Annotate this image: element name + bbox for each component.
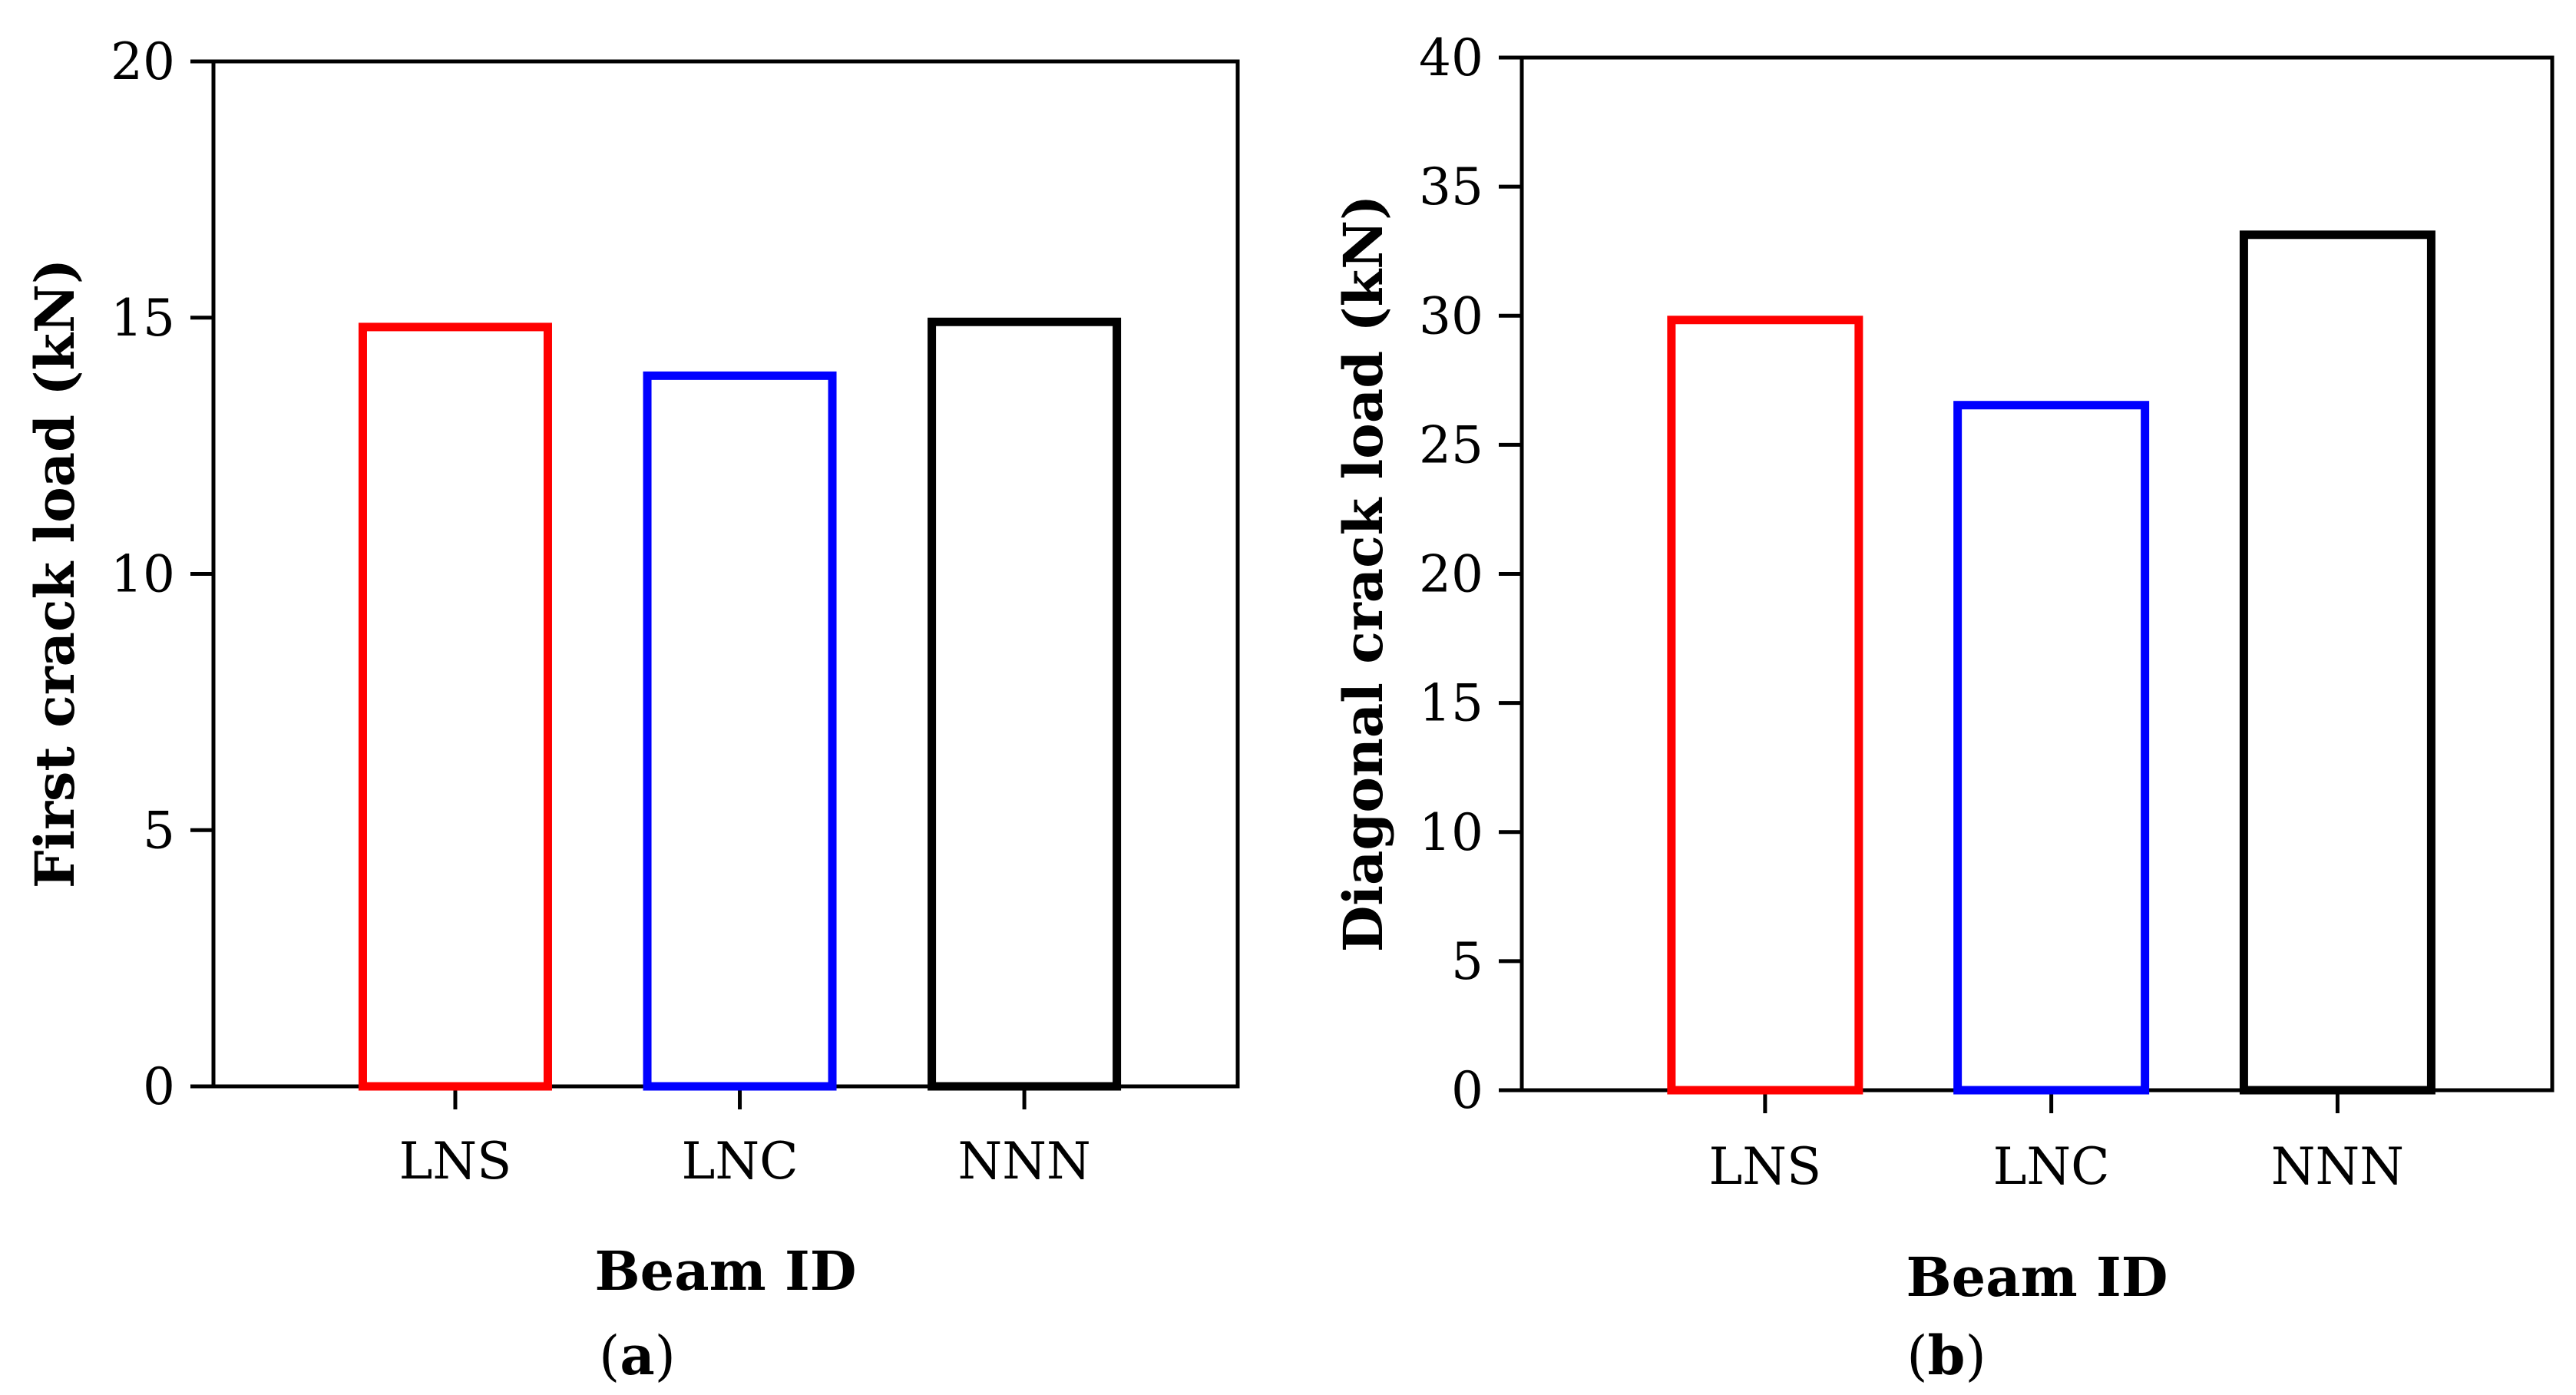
panel-a-y-tick-label-0: 0 — [143, 1057, 175, 1116]
panel-b-y-tick-label-2: 10 — [1419, 803, 1483, 862]
panel-b-panel-label: (b) — [1906, 1324, 1986, 1387]
panel-b-bar-lnc — [1953, 401, 2150, 1095]
panel-a-bar-lnc — [643, 371, 837, 1091]
panel-a-panel-label: (a) — [599, 1324, 676, 1387]
panel-a-y-tick-label-4: 20 — [111, 32, 175, 91]
panel-a-y-axis-title: First crack load (kN) — [23, 259, 87, 888]
panel-b-x-tick-label-lns: LNS — [1708, 1137, 1821, 1196]
panel-a-x-tick-label-lnc: LNC — [681, 1132, 798, 1191]
panel-b-y-axis: 0 5 10 15 20 25 30 35 40 — [1419, 28, 1522, 1120]
panel-a-plot-frame — [211, 59, 1240, 1089]
panel-b-chart: 0 5 10 15 20 25 30 35 40 LNS LNC NNN Diagonal crac… — [1331, 28, 2555, 1387]
panel-b-y-axis-title: Diagonal crack load (kN) — [1331, 195, 1395, 953]
panel-b-y-tick-label-1: 5 — [1451, 932, 1483, 991]
panel-a-bar-nnn — [928, 317, 1122, 1091]
panel-b-bar-lns — [1667, 316, 1863, 1095]
panel-a-x-tick-label-lns: LNS — [399, 1132, 512, 1191]
panel-b-y-tick-label-7: 35 — [1419, 157, 1483, 217]
panel-b-y-tick-label-5: 25 — [1419, 415, 1483, 474]
panel-a-y-tick-label-2: 10 — [111, 545, 175, 604]
panel-b-x-axis-title: Beam ID — [1906, 1245, 2168, 1309]
panel-a-bar-lns — [358, 322, 552, 1091]
panel-b-y-tick-label-3: 15 — [1419, 674, 1483, 733]
panel-a-panel-letter: a — [620, 1324, 654, 1387]
panel-a-x-axis-title: Beam ID — [595, 1239, 857, 1303]
panel-a-y-tick-label-1: 5 — [143, 801, 175, 860]
panel-a-y-tick-label-3: 15 — [111, 289, 175, 348]
panel-a-chart: 0 5 10 15 20 LNS LNC NNN First crack load (kN)… — [23, 32, 1240, 1387]
panel-a-x-tick-label-nnn: NNN — [957, 1132, 1090, 1191]
panel-b-x-tick-label-nnn: NNN — [2271, 1137, 2404, 1196]
panel-b-bar-nnn — [2239, 230, 2435, 1095]
panel-b-y-tick-label-4: 20 — [1419, 545, 1483, 604]
panel-b-panel-letter: b — [1928, 1324, 1966, 1387]
panel-b-y-tick-label-8: 40 — [1419, 28, 1483, 88]
panel-b-y-tick-label-6: 30 — [1419, 286, 1483, 345]
panel-a-bars — [358, 317, 1122, 1091]
panel-a-x-axis: LNS LNC NNN — [399, 1086, 1091, 1191]
panel-a-y-axis: 0 5 10 15 20 — [111, 32, 213, 1116]
panel-b-x-axis: LNS LNC NNN — [1708, 1090, 2404, 1196]
panel-b-bars — [1667, 230, 2435, 1095]
panel-b-y-tick-label-0: 0 — [1451, 1061, 1483, 1120]
panel-b-x-tick-label-lnc: LNC — [1993, 1137, 2110, 1196]
panel-b-plot-frame — [1519, 55, 2555, 1093]
